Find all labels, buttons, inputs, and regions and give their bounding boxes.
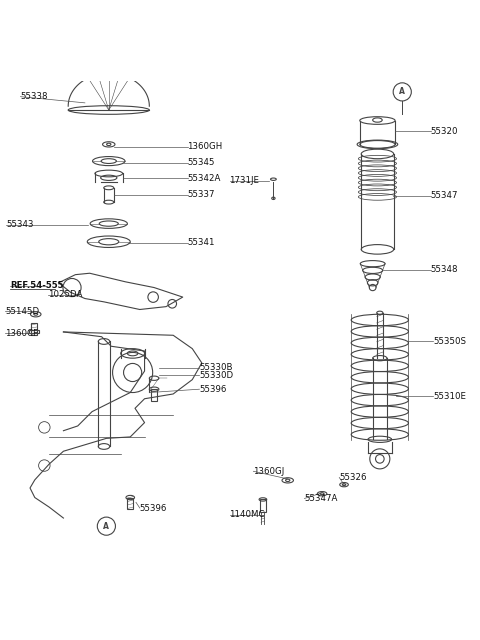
Text: REF.54-555: REF.54-555 (10, 281, 63, 290)
Text: 1360GH: 1360GH (188, 142, 223, 151)
Text: A: A (399, 88, 405, 97)
Text: A: A (104, 522, 109, 531)
Text: 1025DA: 1025DA (48, 290, 83, 300)
Text: 55330D: 55330D (199, 371, 234, 380)
Text: 55396: 55396 (199, 385, 227, 394)
Text: 55337: 55337 (188, 191, 215, 200)
Bar (31, 323, 36, 335)
Text: 1140MC: 1140MC (229, 510, 265, 519)
Bar (260, 499, 266, 512)
Text: 55338: 55338 (21, 92, 48, 101)
Bar (127, 497, 133, 509)
Text: 1731JE: 1731JE (229, 176, 260, 185)
Text: 55145D: 55145D (5, 307, 39, 316)
Text: 55342A: 55342A (188, 174, 221, 183)
Text: 55343: 55343 (6, 220, 34, 229)
Bar (29, 330, 38, 333)
Text: 55341: 55341 (188, 238, 215, 247)
Text: 1360GJ: 1360GJ (253, 467, 285, 476)
Text: 55348: 55348 (431, 266, 458, 275)
Text: 55310E: 55310E (433, 392, 466, 401)
Text: 55347A: 55347A (304, 494, 338, 503)
Text: 55330B: 55330B (199, 364, 233, 372)
Text: 55345: 55345 (188, 158, 215, 167)
Text: 55326: 55326 (339, 473, 367, 482)
Text: 1360CF: 1360CF (5, 329, 38, 338)
Text: 55320: 55320 (431, 127, 458, 136)
Text: 55347: 55347 (431, 191, 458, 200)
Bar (151, 389, 157, 401)
Text: 55350S: 55350S (433, 337, 466, 346)
Text: 55396: 55396 (140, 504, 167, 513)
